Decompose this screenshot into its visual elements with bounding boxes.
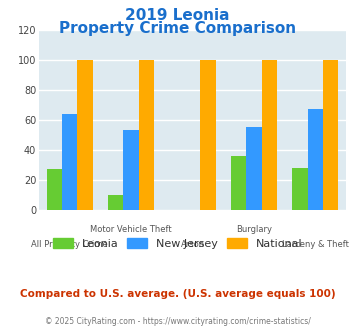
Text: © 2025 CityRating.com - https://www.cityrating.com/crime-statistics/: © 2025 CityRating.com - https://www.city… [45,317,310,326]
Bar [200,60,215,210]
Text: Arson: Arson [181,240,204,249]
Bar [47,169,62,210]
Bar [62,114,77,210]
Legend: Leonia, New Jersey, National: Leonia, New Jersey, National [48,234,307,253]
Text: Compared to U.S. average. (U.S. average equals 100): Compared to U.S. average. (U.S. average … [20,289,335,299]
Bar [246,127,262,210]
Bar [262,60,277,210]
Text: Property Crime Comparison: Property Crime Comparison [59,21,296,36]
Bar [323,60,338,210]
Text: Motor Vehicle Theft: Motor Vehicle Theft [91,225,172,234]
Bar [231,155,246,210]
Bar [139,60,154,210]
Text: Larceny & Theft: Larceny & Theft [282,240,349,249]
Bar [77,60,93,210]
Bar [293,168,308,210]
Text: Burglary: Burglary [236,225,272,234]
Text: All Property Crime: All Property Crime [31,240,108,249]
Bar [108,195,124,210]
Bar [308,109,323,210]
Text: 2019 Leonia: 2019 Leonia [125,8,230,23]
Bar [124,130,139,210]
